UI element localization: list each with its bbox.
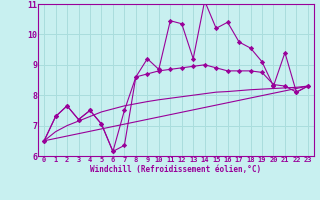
- X-axis label: Windchill (Refroidissement éolien,°C): Windchill (Refroidissement éolien,°C): [91, 165, 261, 174]
